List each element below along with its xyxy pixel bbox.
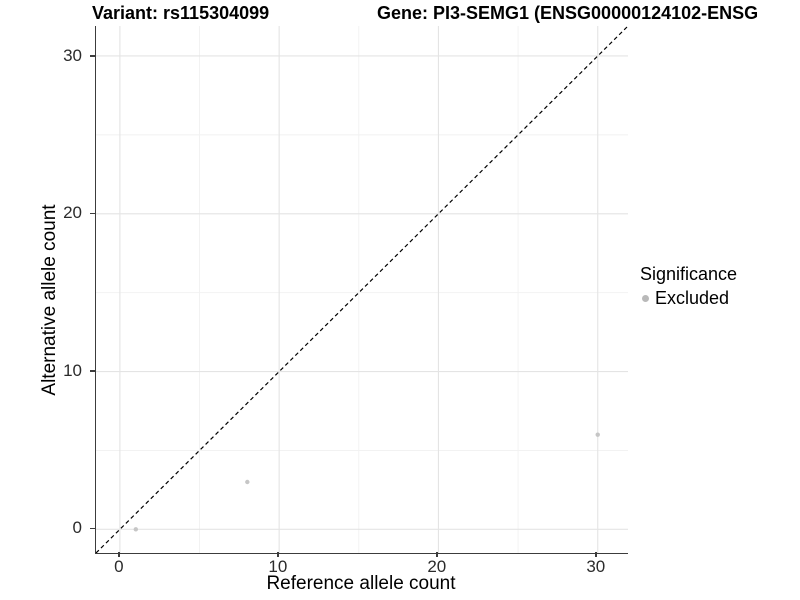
- data-point: [595, 432, 600, 437]
- y-tick-label: 0: [72, 518, 82, 538]
- y-tick-mark: [90, 370, 95, 372]
- gene-title: Gene: PI3-SEMG1 (ENSG00000124102-ENSG: [377, 3, 759, 23]
- y-tick-mark: [90, 212, 95, 215]
- plot-panel: [95, 26, 628, 554]
- y-tick-label: 30: [63, 45, 82, 65]
- identity-line: [96, 26, 628, 553]
- x-tick-mark: [436, 552, 438, 557]
- data-point: [133, 527, 139, 532]
- legend: Significance Excluded: [640, 264, 737, 309]
- x-tick-label: 30: [586, 557, 606, 576]
- chart-area: [96, 26, 628, 553]
- x-axis-title: Reference allele count: [266, 573, 456, 594]
- x-tick-label: 10: [268, 557, 288, 576]
- variant-title: Variant: rs115304099: [92, 3, 270, 23]
- x-tick-mark: [595, 552, 597, 557]
- y-tick-mark: [90, 55, 95, 57]
- x-tick-label: 20: [427, 557, 447, 576]
- x-tick-label: 0: [114, 557, 124, 576]
- legend-entry-excluded: Excluded: [642, 288, 737, 309]
- data-point: [245, 479, 250, 485]
- y-tick-label: 20: [63, 203, 82, 223]
- y-tick-label: 10: [63, 360, 82, 380]
- x-tick-mark: [277, 552, 279, 557]
- x-tick-mark: [118, 552, 120, 557]
- y-tick-mark: [90, 527, 95, 530]
- legend-point-icon: [642, 295, 649, 302]
- legend-entry-label: Excluded: [655, 288, 730, 308]
- legend-title: Significance: [640, 264, 738, 284]
